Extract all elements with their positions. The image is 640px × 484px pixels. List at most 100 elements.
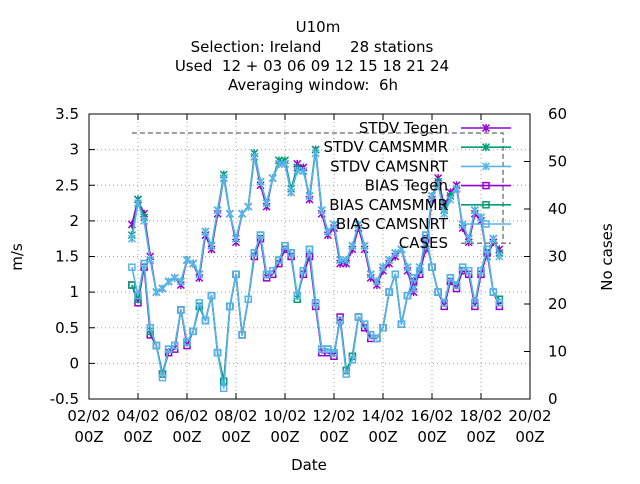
series-bias-camsnrt-point	[140, 259, 148, 268]
series-bias-camsnrt-point	[305, 245, 314, 254]
series-stdv-camsnrt-point	[329, 220, 339, 229]
series-lines	[127, 145, 504, 393]
x-tick-label-date: 20/02	[508, 407, 551, 425]
x-axis-label: Date	[291, 456, 327, 474]
x-tick-label-date: 06/02	[165, 407, 208, 425]
series-stdv-camsnrt-point	[164, 277, 173, 286]
series-stdv-camsnrt-point	[268, 174, 277, 183]
series-stdv-camsnrt-point	[446, 195, 455, 204]
series-bias-camsnrt-point	[158, 373, 167, 382]
series-stdv-camsnrt-point	[495, 252, 504, 261]
series-bias-camsnrt-point	[250, 249, 259, 257]
series-stdv-camsnrt-point	[342, 256, 351, 265]
series-bias-camsnrt-point	[189, 327, 197, 336]
series-bias-camsnrt-point	[183, 338, 191, 346]
series-bias-camsnrt-point	[207, 291, 216, 300]
series-stdv-camsnrt-point	[366, 270, 375, 279]
series-stdv-camsnrt-point	[434, 181, 443, 190]
series-bias-camsnrt-point	[397, 320, 406, 328]
x-tick-label-date: 08/02	[214, 407, 257, 425]
series-stdv-camsnrt-point	[476, 213, 486, 222]
series-bias-camsnrt-point	[195, 299, 203, 307]
series-bias-camsnrt-point	[293, 291, 301, 300]
y-tick-label: 3	[69, 141, 79, 159]
series-stdv-camsnrt-point	[238, 209, 247, 218]
legend-swatch-point	[481, 143, 491, 152]
series-bias-camsnrt-point	[446, 274, 455, 282]
series-bias-camsnrt-point	[177, 306, 185, 314]
series-bias-camsnrt-point	[336, 316, 344, 325]
series-stdv-camsnrt-point	[201, 227, 210, 236]
series-bias-camsnrt-point	[422, 231, 430, 239]
y-tick-label: 2	[69, 212, 79, 230]
legend-entry: BIAS Tegen	[365, 177, 511, 195]
series-bias-camsnrt-point	[391, 270, 399, 279]
series-stdv-camsnrt-point	[299, 166, 308, 176]
series-stdv-camsnrt-point	[348, 241, 357, 250]
y-axis-label: m/s	[8, 243, 26, 271]
series-stdv-camsnrt-point	[207, 241, 216, 250]
series-stdv-camsnrt-point	[158, 284, 167, 293]
series-bias-camsnrt-point	[213, 348, 222, 357]
x-tick-label-date: 12/02	[312, 407, 355, 425]
series-stdv-camsnrt-point	[189, 259, 198, 268]
legend-swatch-point	[482, 220, 490, 228]
y-tick-label: -0.5	[50, 390, 79, 408]
series-bias-camsnrt-point	[440, 299, 448, 307]
series-stdv-camsnrt-point	[427, 191, 437, 200]
series-bias-camsmmr-point	[128, 281, 136, 289]
series-stdv-camsnrt-point	[385, 256, 394, 265]
chart-title: U10m Selection: Ireland 28 stations Used…	[175, 18, 449, 94]
series-stdv-camsnrt-point	[262, 199, 271, 208]
y2-tick-label: 0	[548, 390, 558, 408]
x-tick-label-time: 00Z	[221, 428, 250, 446]
x-tick-label-date: 04/02	[116, 407, 159, 425]
series-bias-camsnrt-point	[299, 267, 308, 275]
title-line-4: Averaging window: 6h	[228, 76, 398, 94]
series-stdv-camsnrt-point	[464, 234, 473, 243]
series-stdv-camsnrt-point	[152, 288, 161, 297]
series-stdv-camsnrt-point	[305, 191, 314, 200]
series-bias-camsnrt-point	[311, 299, 320, 307]
series-stdv-camsnrt	[127, 149, 504, 297]
series-bias-camsnrt	[128, 231, 504, 393]
series-bias-camsnrt-point	[146, 324, 154, 332]
series-bias-camsnrt-point	[360, 320, 369, 328]
series-stdv-camsnrt-point	[372, 277, 381, 286]
x-tick-label-time: 00Z	[319, 428, 348, 446]
series-bias-camsnrt-point	[465, 267, 473, 275]
series-stdv-camsnrt-point	[195, 270, 204, 279]
legend-swatch-point	[481, 162, 491, 171]
x-tick-label-date: 18/02	[459, 407, 502, 425]
series-bias-camsnrt-point	[452, 281, 461, 289]
series-stdv-camsnrt-point	[391, 248, 400, 257]
series-stdv-camsnrt-point	[311, 149, 320, 158]
series-bias-camsnrt-point	[403, 291, 412, 300]
legend-label: STDV CAMSMMR	[323, 138, 448, 156]
y2-tick-label: 40	[548, 200, 567, 218]
series-stdv-camsnrt-point	[244, 202, 253, 211]
series-bias-camsnrt-point	[232, 270, 240, 279]
series-bias-camsnrt-point	[416, 267, 424, 275]
y-tick-label: 2.5	[55, 176, 79, 194]
series-bias-camsnrt-point	[471, 299, 479, 307]
series-stdv-camsnrt-point	[170, 273, 179, 282]
series-stdv-camsnrt-point	[176, 277, 185, 286]
series-bias-camsnrt-point	[428, 263, 436, 271]
series-bias-camsnrt-point	[348, 356, 357, 364]
series-bias-camsnrt-point	[134, 291, 142, 300]
series-bias-camsnrt-point	[287, 249, 295, 257]
series-bias-camsnrt-point	[226, 302, 234, 311]
series-bias-camsnrt-point	[201, 316, 210, 325]
legend-label: CASES	[399, 234, 448, 252]
legend-entry: BIAS CAMSNRT	[336, 215, 511, 233]
series-stdv-camsnrt-point	[403, 263, 412, 272]
series-bias-camsnrt-point	[238, 331, 246, 339]
series-stdv-camsnrt-point	[336, 256, 345, 265]
series-stdv-camsnrt-point	[213, 206, 222, 215]
series-stdv-camsnrt-point	[440, 209, 449, 218]
series-bias-camsnrt-point	[409, 274, 418, 282]
series-bias-camsnrt-point	[171, 341, 179, 350]
